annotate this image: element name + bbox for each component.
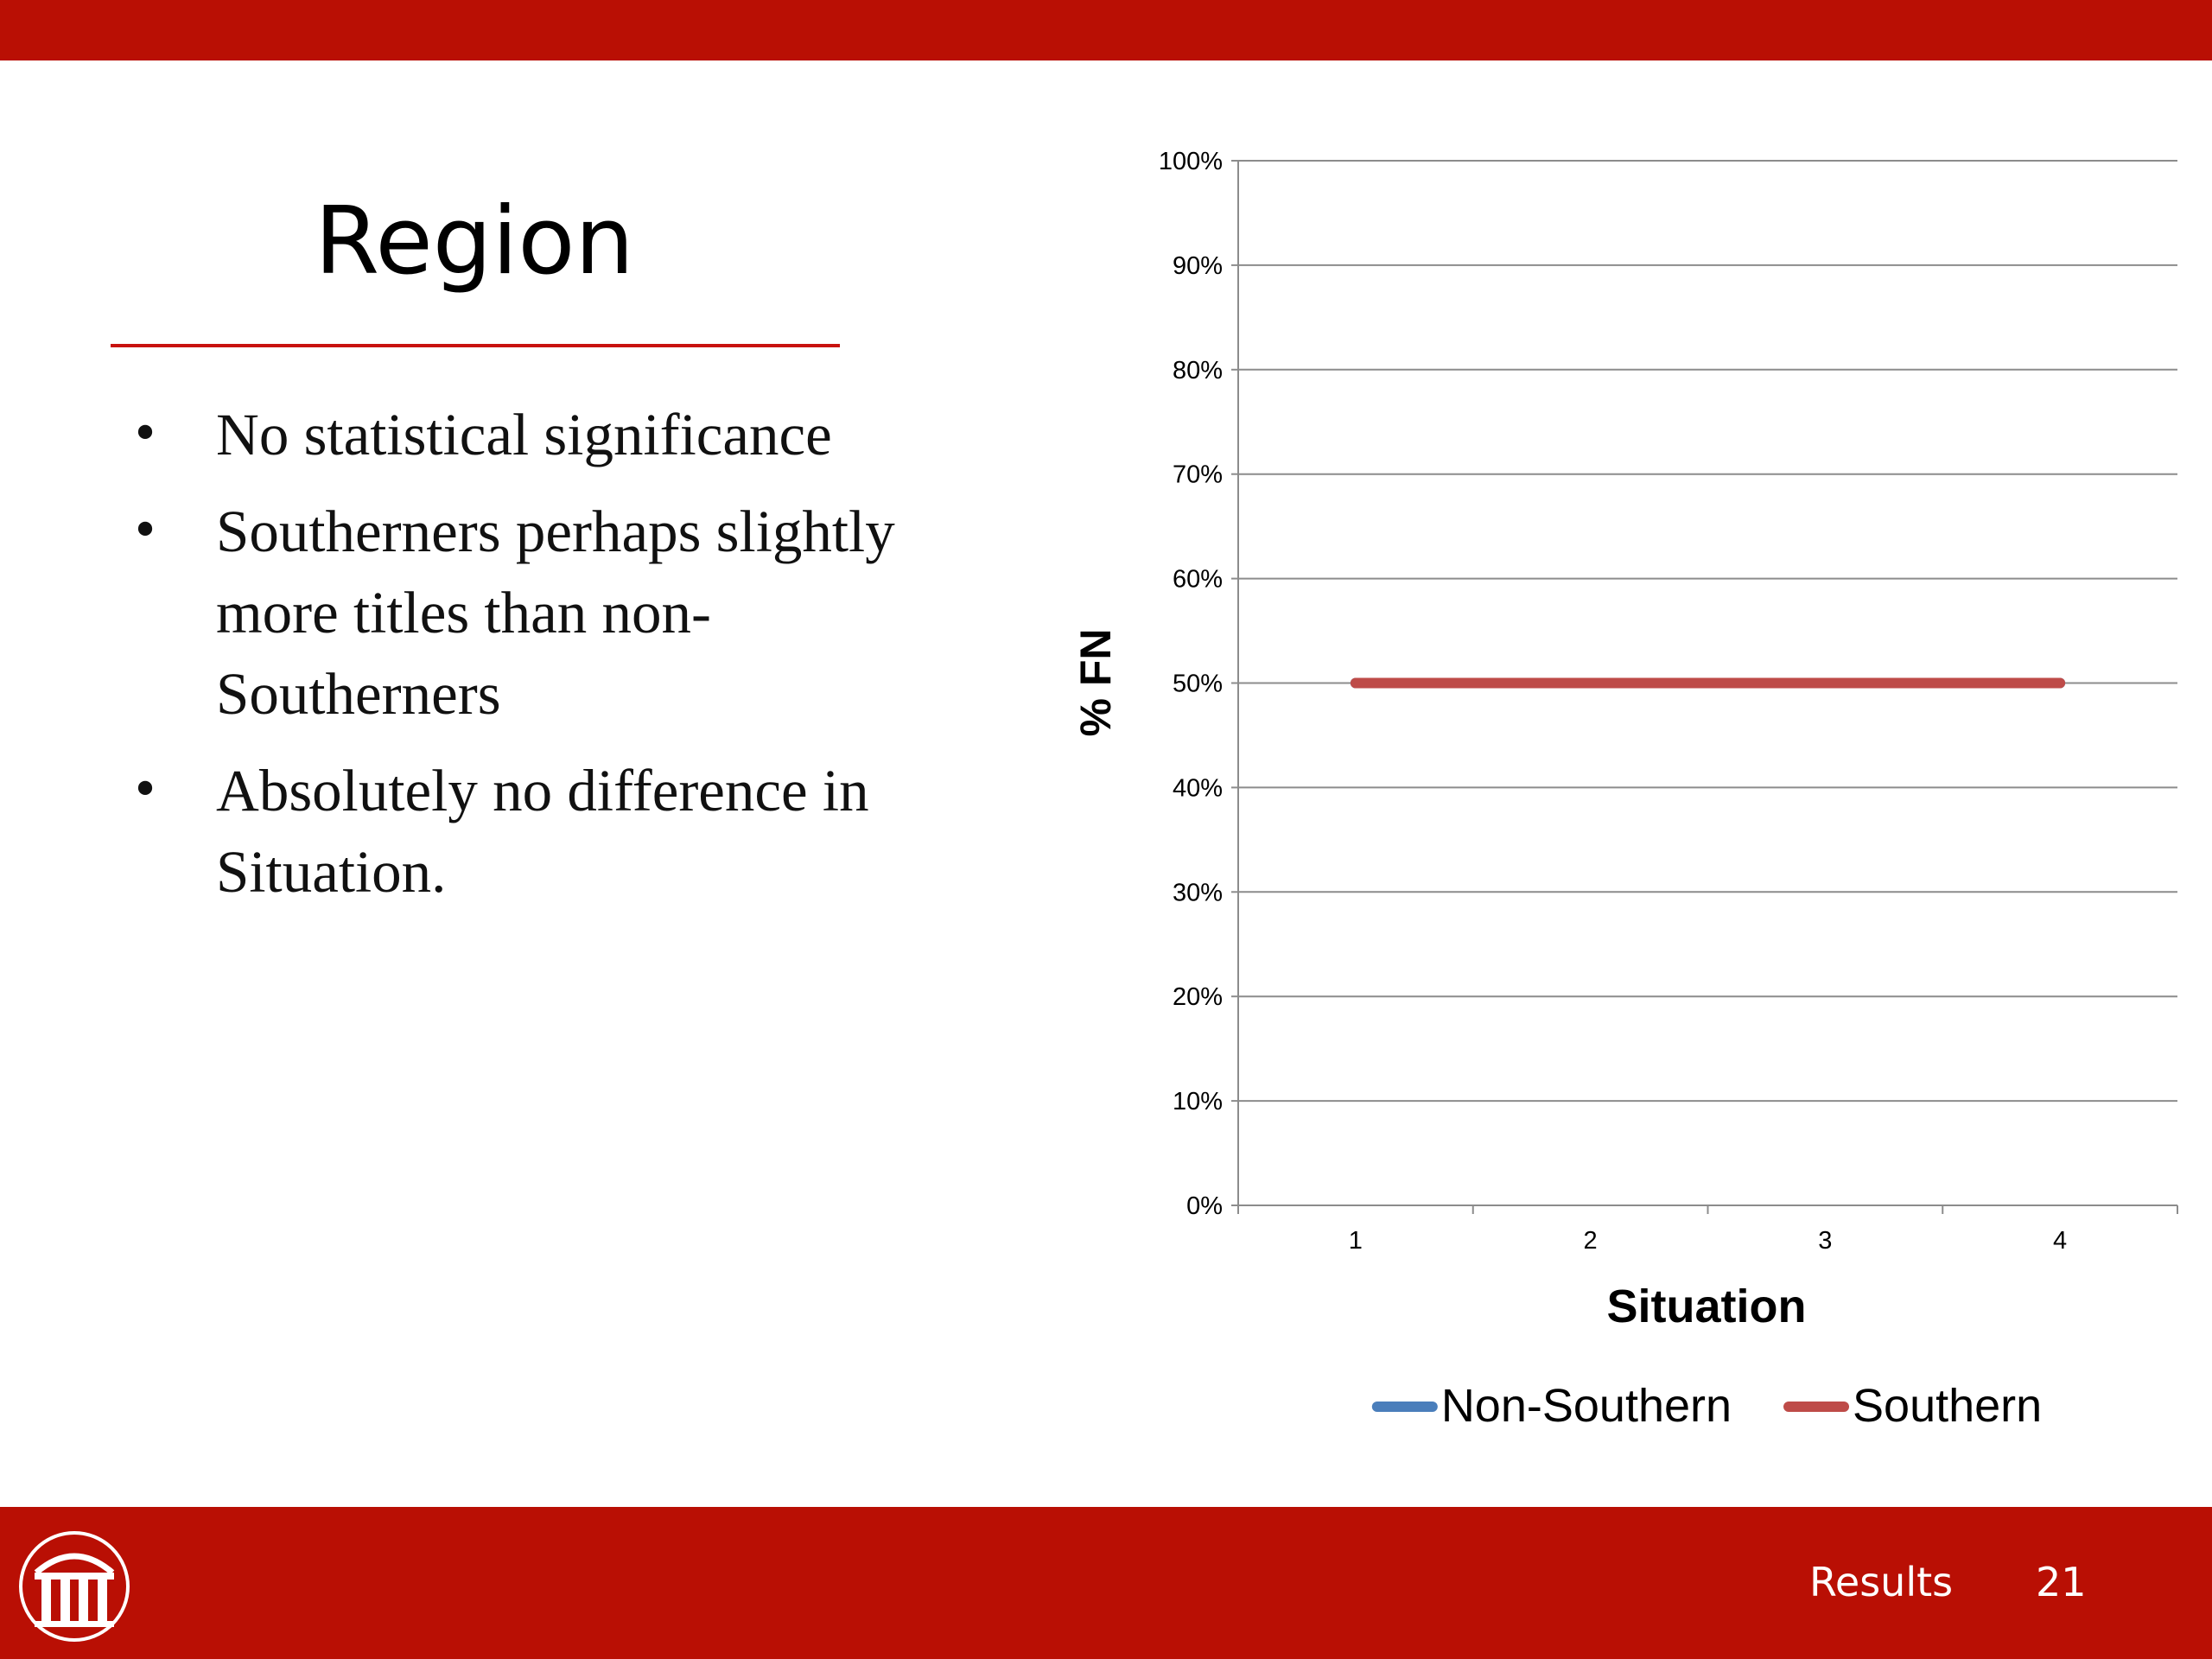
y-tick-label: 0% <box>1186 1192 1223 1220</box>
footer-bar <box>0 1507 2212 1659</box>
bullet-item: • Southerners perhaps slightly more title… <box>130 491 907 734</box>
page-number: 21 <box>2036 1559 2087 1605</box>
top-banner <box>0 0 2212 60</box>
footer-section-label: Results <box>1809 1559 1954 1605</box>
bullet-item: • Absolutely no difference in Situation. <box>130 750 907 912</box>
bullet-text: No statistical significance <box>216 402 832 467</box>
line-chart: 0% 10% 20% 30% 40% 50% 60% 70% 80% 90% 100% 1 2 3 4 %… <box>1071 148 2178 1432</box>
y-tick-label: 40% <box>1173 774 1223 802</box>
bullet-list: • No statistical significance • Southerner… <box>130 394 907 928</box>
y-tick-label: 10% <box>1173 1088 1223 1116</box>
x-tick-label: 2 <box>1584 1227 1598 1255</box>
y-tick-label: 50% <box>1173 671 1223 698</box>
gridlines <box>1238 160 2177 1103</box>
y-tick-label: 60% <box>1173 566 1223 594</box>
y-tick-label: 100% <box>1159 148 1223 175</box>
x-tick-label: 3 <box>1818 1227 1832 1255</box>
legend-label: Southern <box>1853 1380 2042 1432</box>
legend: Non-Southern Southern <box>1371 1380 2042 1432</box>
university-arch-logo-icon <box>19 1531 130 1642</box>
y-axis-label: % FN <box>1071 629 1120 737</box>
y-axis: 0% 10% 20% 30% 40% 50% 60% 70% 80% 90% 100% <box>1159 148 1239 1220</box>
bullet-dot-icon: • <box>130 762 160 818</box>
bullet-dot-icon: • <box>130 406 160 462</box>
title-underline <box>111 344 840 347</box>
bullet-text: Southerners perhaps slightly more titles… <box>216 499 895 727</box>
x-axis-label: Situation <box>1607 1281 1807 1332</box>
bullet-item: • No statistical significance <box>130 394 907 475</box>
x-tick-label: 1 <box>1349 1227 1363 1255</box>
y-tick-label: 20% <box>1173 983 1223 1011</box>
y-tick-label: 90% <box>1173 252 1223 280</box>
slide-title: Region <box>315 188 634 296</box>
y-tick-label: 30% <box>1173 879 1223 906</box>
legend-label: Non-Southern <box>1441 1380 1732 1432</box>
y-tick-label: 80% <box>1173 357 1223 385</box>
y-tick-label: 70% <box>1173 461 1223 489</box>
x-axis: 1 2 3 4 <box>1237 1205 2178 1255</box>
bullet-text: Absolutely no difference in Situation. <box>216 758 869 905</box>
x-tick-label: 4 <box>2053 1227 2067 1255</box>
bullet-dot-icon: • <box>130 503 160 559</box>
